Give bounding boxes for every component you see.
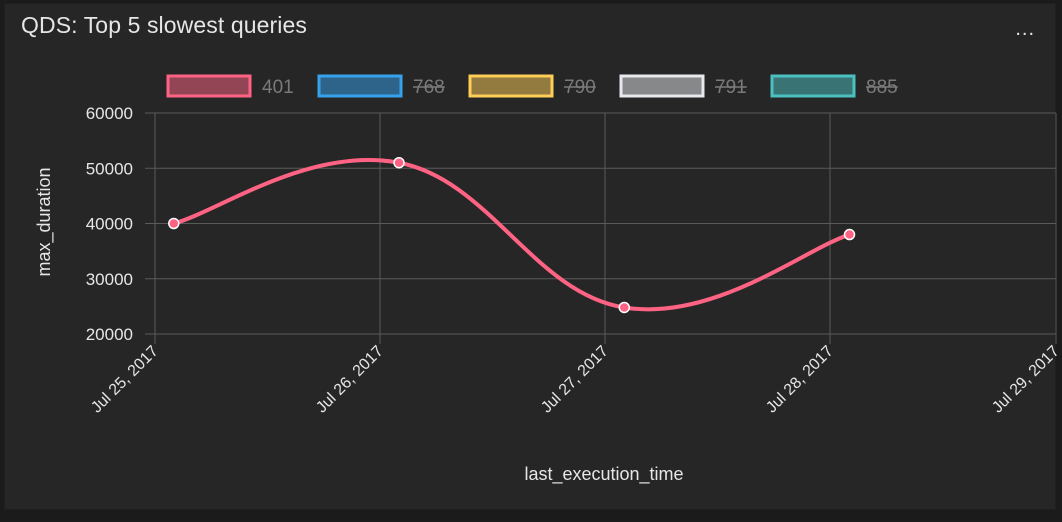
y-tick-label: 20000 [86,325,133,344]
data-point[interactable] [393,156,405,169]
legend-item-790[interactable]: 790 [468,74,596,98]
x-tick-label: Jul 27, 2017 [538,343,612,417]
more-options-icon[interactable]: ... [1015,18,1035,40]
legend-label: 401 [262,77,294,98]
legend-swatch [770,74,856,98]
y-tick-label: 30000 [86,270,133,289]
x-tick-label: Jul 25, 2017 [88,343,162,417]
y-axis-label: max_duration [34,167,55,276]
legend-item-401[interactable]: 401 [166,74,294,98]
x-axis-ticks: Jul 25, 2017 Jul 26, 2017 Jul 27, 2017 Jul … [88,343,1062,417]
data-point[interactable] [843,228,856,241]
x-tick-label: Jul 28, 2017 [763,343,837,417]
legend-swatch [317,74,403,98]
y-tick-label: 60000 [86,104,133,123]
legend-swatch [468,74,554,98]
data-point[interactable] [168,217,180,230]
panel-title: QDS: Top 5 slowest queries [21,12,307,38]
legend: 401 768 790 791 885 [166,74,898,98]
legend-swatch [166,74,252,98]
legend-swatch [619,74,705,98]
grid-lines [145,112,1057,344]
legend-item-885[interactable]: 885 [770,74,898,98]
x-tick-label: Jul 26, 2017 [313,343,387,417]
data-point[interactable] [618,301,631,314]
series-line-401 [173,158,851,312]
y-axis-ticks: 60000 50000 40000 30000 20000 [86,104,133,344]
x-axis-label: last_execution_time [524,464,683,485]
legend-item-768[interactable]: 768 [317,74,445,98]
legend-item-791[interactable]: 791 [619,74,747,98]
series-layer [168,156,856,314]
y-tick-label: 40000 [86,215,133,234]
y-tick-label: 50000 [86,159,133,178]
x-tick-label: Jul 29, 2017 [989,343,1062,417]
